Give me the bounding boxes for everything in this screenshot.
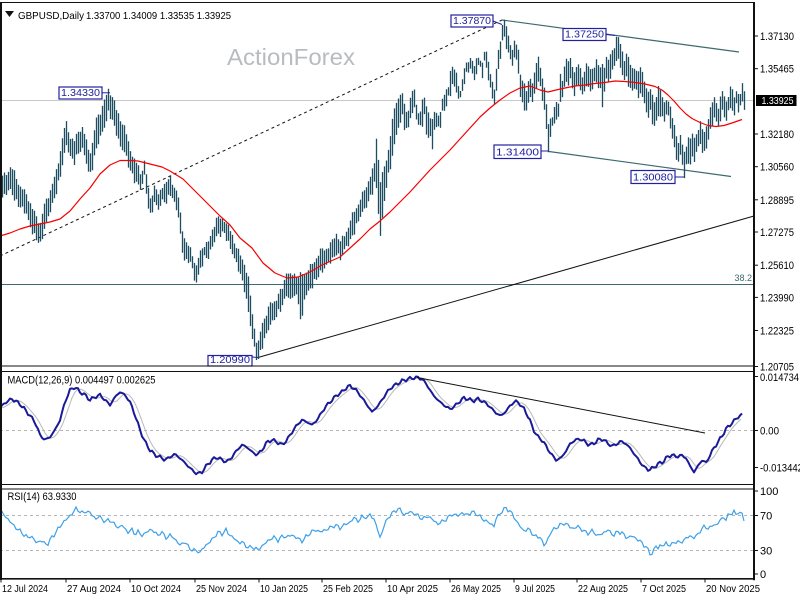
svg-text:22 Aug 2025: 22 Aug 2025	[578, 584, 628, 595]
svg-text:10 Apr 2025: 10 Apr 2025	[387, 584, 438, 595]
svg-text:ActionForex: ActionForex	[227, 44, 356, 70]
svg-text:1.33700 1.34009 1.33535 1.3392: 1.33700 1.34009 1.33535 1.33925	[86, 10, 231, 22]
svg-text:0.00: 0.00	[760, 426, 779, 438]
svg-text:30: 30	[760, 546, 772, 558]
svg-text:38.2: 38.2	[734, 273, 752, 283]
svg-text:10 Oct 2024: 10 Oct 2024	[131, 584, 181, 595]
svg-text:1.31400: 1.31400	[496, 147, 539, 159]
svg-text:1.27275: 1.27275	[760, 227, 794, 239]
svg-text:25 Feb 2025: 25 Feb 2025	[323, 584, 373, 595]
svg-text:1.34330: 1.34330	[61, 87, 100, 99]
svg-text:1.37250: 1.37250	[565, 29, 604, 41]
svg-text:-0.013442: -0.013442	[760, 463, 800, 475]
svg-text:27 Aug 2024: 27 Aug 2024	[67, 584, 121, 595]
svg-text:20 Nov 2025: 20 Nov 2025	[706, 584, 760, 595]
svg-text:1.20705: 1.20705	[760, 362, 794, 374]
svg-text:1.20990: 1.20990	[210, 354, 250, 366]
svg-text:1.32180: 1.32180	[760, 129, 794, 141]
svg-text:1.28895: 1.28895	[760, 195, 794, 207]
svg-text:25 Nov 2024: 25 Nov 2024	[196, 584, 247, 595]
svg-text:MACD(12,26,9) 0.004497 0.00262: MACD(12,26,9) 0.004497 0.002625	[8, 375, 156, 387]
svg-text:1.37870: 1.37870	[453, 15, 491, 27]
svg-text:1.37130: 1.37130	[760, 31, 794, 43]
svg-text:1.25610: 1.25610	[760, 260, 794, 272]
svg-text:0.014734: 0.014734	[760, 372, 799, 384]
svg-text:1.22325: 1.22325	[760, 326, 794, 338]
svg-text:100: 100	[760, 486, 778, 498]
svg-text:RSI(14) 63.9330: RSI(14) 63.9330	[8, 491, 77, 503]
svg-text:7 Oct 2025: 7 Oct 2025	[642, 584, 686, 595]
svg-text:1.33925: 1.33925	[762, 95, 794, 107]
svg-text:1.35465: 1.35465	[760, 64, 794, 76]
svg-text:1.30560: 1.30560	[760, 162, 794, 174]
svg-text:12 Jul 2024: 12 Jul 2024	[2, 584, 48, 595]
svg-text:26 May 2025: 26 May 2025	[451, 584, 501, 595]
svg-text:0: 0	[760, 569, 766, 581]
svg-text:70: 70	[760, 511, 772, 523]
svg-text:9 Jul 2025: 9 Jul 2025	[515, 584, 555, 595]
svg-text:10 Jan 2025: 10 Jan 2025	[260, 584, 308, 595]
svg-text:GBPUSD,Daily: GBPUSD,Daily	[18, 10, 85, 22]
svg-text:1.23990: 1.23990	[760, 292, 794, 304]
svg-text:1.30080: 1.30080	[633, 172, 673, 184]
